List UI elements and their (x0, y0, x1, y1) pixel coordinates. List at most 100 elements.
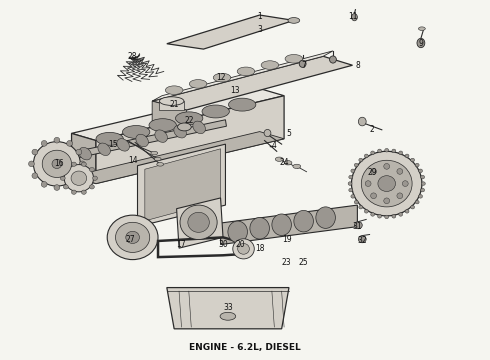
Ellipse shape (384, 198, 390, 204)
Ellipse shape (370, 193, 376, 199)
Ellipse shape (371, 151, 375, 154)
Text: 16: 16 (54, 159, 64, 168)
Text: 7: 7 (301, 61, 306, 70)
Ellipse shape (293, 164, 301, 168)
Ellipse shape (418, 27, 425, 31)
Text: 21: 21 (170, 100, 179, 109)
Ellipse shape (220, 312, 236, 320)
Ellipse shape (351, 151, 422, 216)
Ellipse shape (354, 163, 358, 167)
Ellipse shape (76, 149, 82, 155)
Text: 5: 5 (287, 129, 292, 138)
Ellipse shape (288, 18, 300, 23)
Text: 14: 14 (128, 156, 137, 165)
Ellipse shape (79, 161, 85, 167)
Text: 15: 15 (108, 140, 118, 149)
Ellipse shape (28, 161, 34, 167)
Ellipse shape (238, 243, 249, 254)
Ellipse shape (72, 190, 76, 194)
Polygon shape (167, 15, 294, 49)
Ellipse shape (116, 222, 150, 252)
Ellipse shape (385, 148, 389, 152)
Ellipse shape (285, 54, 303, 63)
Ellipse shape (64, 165, 94, 192)
Ellipse shape (351, 194, 355, 198)
Ellipse shape (361, 160, 412, 207)
Ellipse shape (299, 60, 306, 67)
Ellipse shape (421, 188, 425, 192)
Ellipse shape (174, 126, 186, 138)
Text: 32: 32 (357, 237, 367, 246)
Polygon shape (152, 56, 352, 110)
Text: 9: 9 (418, 39, 423, 48)
Ellipse shape (378, 149, 382, 153)
Text: 30: 30 (218, 240, 228, 249)
Polygon shape (72, 134, 96, 184)
Ellipse shape (348, 182, 352, 185)
Ellipse shape (359, 158, 363, 162)
Ellipse shape (405, 210, 409, 213)
Ellipse shape (261, 61, 279, 69)
Ellipse shape (365, 154, 368, 158)
Ellipse shape (354, 222, 362, 229)
Ellipse shape (351, 14, 357, 21)
Ellipse shape (90, 185, 95, 189)
Polygon shape (138, 144, 225, 226)
Ellipse shape (392, 149, 396, 153)
Ellipse shape (79, 148, 92, 160)
Text: ENGINE - 6.2L, DIESEL: ENGINE - 6.2L, DIESEL (189, 343, 301, 352)
Ellipse shape (180, 205, 217, 239)
Ellipse shape (392, 215, 396, 218)
Ellipse shape (154, 157, 161, 161)
Ellipse shape (188, 212, 209, 232)
Ellipse shape (98, 143, 110, 156)
Ellipse shape (149, 119, 176, 132)
Ellipse shape (159, 97, 184, 105)
Text: 20: 20 (235, 240, 245, 249)
Ellipse shape (33, 141, 80, 186)
Ellipse shape (399, 151, 403, 154)
Ellipse shape (384, 163, 390, 169)
Polygon shape (145, 149, 220, 221)
Ellipse shape (233, 239, 254, 259)
Ellipse shape (193, 121, 205, 134)
Ellipse shape (126, 231, 140, 243)
Text: 27: 27 (125, 235, 135, 244)
Ellipse shape (157, 162, 164, 166)
Text: 25: 25 (299, 258, 308, 267)
Text: 33: 33 (223, 303, 233, 312)
Ellipse shape (411, 205, 415, 209)
Ellipse shape (237, 67, 255, 76)
Text: 11: 11 (348, 12, 357, 21)
Ellipse shape (316, 207, 335, 228)
Ellipse shape (76, 173, 82, 179)
Ellipse shape (378, 215, 382, 218)
Ellipse shape (351, 169, 355, 172)
Ellipse shape (272, 214, 292, 235)
Ellipse shape (359, 205, 363, 209)
Ellipse shape (52, 159, 62, 168)
Text: 4: 4 (272, 141, 277, 150)
Ellipse shape (122, 126, 150, 139)
Ellipse shape (378, 176, 395, 192)
Ellipse shape (264, 130, 271, 136)
Ellipse shape (117, 139, 129, 151)
Text: 12: 12 (216, 73, 225, 82)
Ellipse shape (67, 181, 73, 187)
Ellipse shape (175, 112, 203, 125)
Ellipse shape (228, 98, 256, 111)
Ellipse shape (213, 73, 231, 82)
Polygon shape (152, 51, 333, 101)
Text: 23: 23 (282, 258, 292, 267)
Ellipse shape (90, 167, 95, 172)
Ellipse shape (371, 213, 375, 216)
Polygon shape (96, 96, 284, 184)
Ellipse shape (418, 194, 422, 198)
Text: 1: 1 (257, 12, 262, 21)
Ellipse shape (67, 140, 73, 146)
Ellipse shape (415, 200, 419, 204)
Ellipse shape (294, 210, 314, 232)
Ellipse shape (54, 185, 60, 190)
Text: 29: 29 (367, 168, 377, 177)
Ellipse shape (189, 80, 207, 88)
